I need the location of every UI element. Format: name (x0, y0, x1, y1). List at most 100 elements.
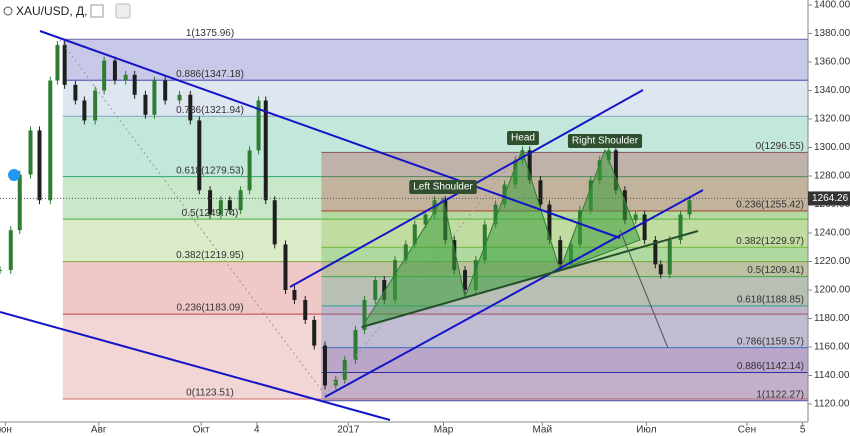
x-tick-label: 5 (800, 425, 806, 436)
candle-body (547, 204, 552, 241)
candle-body (256, 100, 261, 151)
fib-label: 0.786(1159.57) (737, 336, 804, 347)
fib-trend-line (59, 39, 326, 396)
symbol-title: XAU/USD, Д, (16, 4, 87, 18)
candle-body (112, 60, 117, 81)
candle-body (538, 180, 543, 205)
fib-label: 0.5(1209.41) (747, 265, 804, 276)
settings-button[interactable] (115, 3, 131, 19)
last-price-label: 1264.26 (812, 193, 849, 204)
candle-body (55, 44, 60, 81)
y-tick-label: 1160.00 (814, 342, 850, 353)
candle-body (333, 379, 338, 386)
fib-label: 0.886(1347.18) (176, 69, 244, 80)
fib-label: 1(1375.96) (186, 28, 234, 39)
candle-body (102, 60, 107, 91)
x-tick-label: Сен (738, 425, 756, 436)
fib-label: 0.5(1249.74) (182, 208, 239, 219)
y-tick-label: 1120.00 (814, 399, 850, 410)
candle-body (342, 359, 347, 380)
pattern-label-bg (409, 180, 477, 194)
fib-label: 0.618(1279.53) (176, 165, 244, 176)
candle-body (163, 80, 168, 101)
event-marker[interactable] (8, 169, 20, 181)
pattern-label: Left Shoulder (413, 182, 473, 193)
fib-zone (321, 152, 808, 212)
pattern-label-bg (567, 134, 643, 148)
x-tick-label: юн (0, 425, 12, 436)
y-tick-label: 1400.00 (814, 0, 850, 11)
candle-body (143, 94, 148, 115)
candle-body (558, 240, 563, 265)
candle-body (62, 44, 67, 85)
candle-body (642, 214, 647, 241)
drawings (0, 30, 704, 421)
candle-body (48, 80, 53, 201)
fib-label: 0.236(1183.09) (176, 303, 243, 314)
symbol-icon[interactable] (3, 6, 13, 16)
x-tick-label: Мар (434, 425, 454, 436)
x-tick-label: Окт (193, 425, 210, 436)
last-price-tag (808, 191, 850, 206)
y-tick-label: 1320.00 (814, 114, 850, 125)
candle-body (227, 200, 232, 211)
price-axis (808, 0, 850, 436)
candle-body (353, 329, 358, 360)
fib-zone (62, 116, 809, 177)
fib-zone (62, 80, 809, 117)
candle-body (423, 214, 428, 225)
fib-label: 0.236(1255.42) (736, 200, 804, 211)
fib-label: 0.382(1219.95) (176, 250, 244, 261)
candle-body (247, 150, 252, 191)
y-tick-label: 1340.00 (814, 85, 850, 96)
candle-body (362, 299, 367, 330)
candle-body (17, 174, 22, 231)
y-tick-label: 1360.00 (814, 57, 850, 68)
x-tick-label: Июл (636, 425, 656, 436)
candle-body (606, 150, 611, 161)
candle-body (177, 94, 182, 101)
candle-body (208, 190, 213, 215)
pattern-shape (559, 148, 641, 271)
candle-body (482, 224, 487, 261)
fib-zone (321, 211, 808, 248)
candle-body (82, 100, 87, 121)
y-tick-label: 1380.00 (814, 28, 850, 39)
candle-body (197, 120, 202, 191)
y-tick-label: 1180.00 (814, 313, 850, 324)
pattern-label: Right Shoulder (572, 136, 639, 147)
candle-body (678, 214, 683, 241)
y-tick-label: 1200.00 (814, 285, 850, 296)
candle-body (73, 84, 78, 101)
x-tick-label: Авг (91, 425, 107, 436)
candle-body (188, 94, 193, 121)
candle-body (312, 319, 317, 346)
candle-body (152, 80, 157, 115)
candle-body (28, 130, 33, 175)
candle-body (412, 224, 417, 245)
candle-body (123, 74, 128, 81)
fib-zone (62, 314, 809, 399)
candle-body (382, 280, 387, 300)
y-tick-label: 1140.00 (814, 370, 850, 381)
candle-body (272, 200, 277, 245)
candle-body (493, 204, 498, 225)
y-tick-label: 1220.00 (814, 256, 850, 267)
fib-label: 0.618(1188.85) (737, 295, 804, 306)
candle-body (322, 345, 327, 386)
fib-label: 0(1123.51) (186, 388, 234, 399)
x-tick-label: 2017 (337, 425, 360, 436)
candle-body (527, 150, 532, 181)
trend-line (39, 30, 621, 239)
fib-label: 0.382(1229.97) (736, 236, 804, 247)
candle-body (37, 130, 42, 201)
compare-button[interactable] (90, 4, 104, 18)
candle-body (283, 244, 288, 290)
fib-zone (62, 39, 809, 81)
candle-body (263, 100, 268, 201)
candle-body (292, 290, 297, 300)
pattern-label-bg (507, 131, 539, 145)
candle-body (93, 90, 98, 121)
candle-body (653, 240, 658, 265)
